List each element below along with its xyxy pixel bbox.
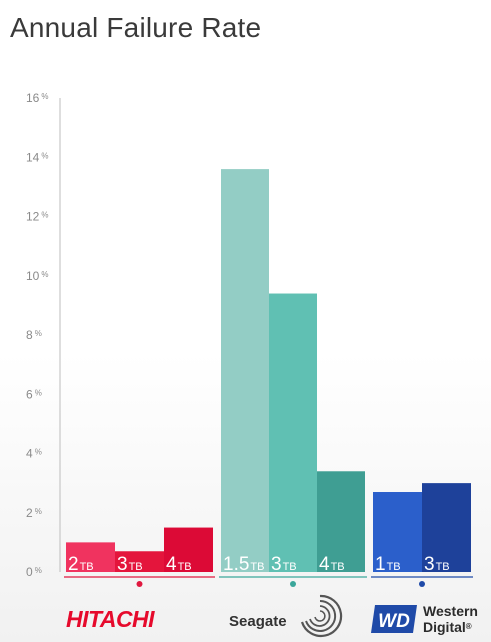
y-tick-label: 0%	[26, 565, 42, 579]
wd-logo-line2: Digital®	[423, 619, 478, 635]
wd-registered-mark: ®	[465, 622, 472, 631]
bar	[373, 492, 422, 572]
bar	[221, 169, 269, 572]
bar	[269, 293, 317, 572]
seagate-logo-text: Seagate	[229, 613, 287, 630]
wd-logo-text: Western Digital®	[423, 603, 478, 635]
bar-label: 3TB	[424, 554, 450, 575]
bar-label: 2TB	[68, 554, 94, 575]
group-dot	[136, 581, 143, 587]
bar-label: 1TB	[375, 554, 401, 575]
bar-label: 4TB	[166, 554, 192, 575]
y-tick-label: 10%	[26, 269, 48, 283]
bar-label: 4TB	[319, 554, 345, 575]
wd-logo-line2-text: Digital	[423, 619, 466, 635]
y-tick-label: 16%	[26, 91, 48, 105]
bar	[317, 471, 365, 572]
bar-label: 3TB	[271, 554, 297, 575]
bar	[66, 542, 115, 572]
hitachi-logo: HITACHI	[66, 606, 155, 632]
wd-logo-mark: WD	[371, 605, 417, 633]
bar-label: 3TB	[117, 554, 143, 575]
bar-label: 1.5TB	[223, 554, 264, 575]
chart-title: Annual Failure Rate	[10, 12, 262, 43]
y-tick-label: 12%	[26, 210, 48, 224]
y-tick-label: 14%	[26, 150, 48, 164]
wd-logo-line1: Western	[423, 603, 478, 619]
y-tick-label: 2%	[26, 506, 42, 520]
bar	[422, 483, 471, 572]
group-dot	[290, 581, 296, 587]
y-tick-label: 8%	[26, 328, 42, 342]
wd-mark-text: WD	[378, 611, 410, 632]
y-tick-label: 6%	[26, 387, 42, 401]
seagate-swirl-icon	[300, 594, 343, 638]
bar	[164, 527, 213, 572]
y-tick-label: 4%	[26, 447, 42, 461]
bar	[115, 551, 164, 572]
group-dot	[419, 581, 425, 587]
